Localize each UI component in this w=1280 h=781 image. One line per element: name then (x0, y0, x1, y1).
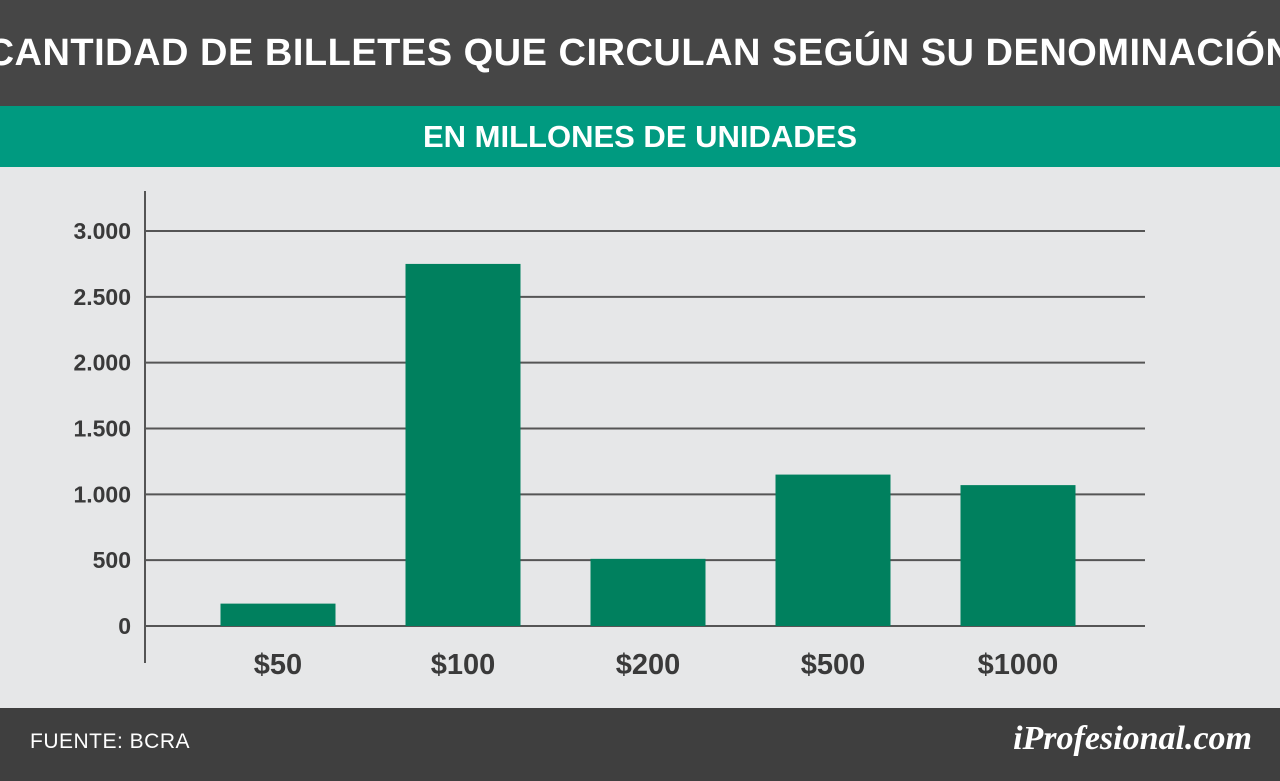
chart-header: CANTIDAD DE BILLETES QUE CIRCULAN SEGÚN … (0, 0, 1280, 106)
x-category-label: $100 (431, 649, 496, 681)
y-tick-label: 0 (118, 613, 131, 639)
footer: FUENTE: BCRA iProfesional.com (0, 708, 1280, 781)
brand-logo: iProfesional.com (1013, 720, 1252, 757)
x-category-label: $500 (801, 649, 866, 681)
y-tick-label: 2.500 (73, 284, 131, 310)
x-category-label: $200 (616, 649, 681, 681)
y-tick-label: 2.000 (73, 350, 131, 376)
bar-chart: 0 500 1.000 1.500 2.000 2.500 3.000 $50 $100 $200… (73, 191, 1145, 681)
chart-title: CANTIDAD DE BILLETES QUE CIRCULAN SEGÚN … (0, 31, 1280, 74)
y-tick-label: 1.500 (73, 416, 131, 442)
y-tick-label: 500 (93, 547, 131, 573)
x-category-label: $1000 (978, 649, 1059, 681)
bar (960, 485, 1076, 626)
bar (775, 474, 891, 626)
chart-subtitle: EN MILLONES DE UNIDADES (422, 118, 858, 154)
source-label: FUENTE: BCRA (30, 730, 191, 753)
chart-area: 0 500 1.000 1.500 2.000 2.500 3.000 $50 $100 $200… (0, 167, 1280, 708)
y-tick-label: 3.000 (73, 218, 131, 244)
bar (220, 603, 336, 626)
bar (590, 558, 706, 626)
bar (405, 263, 521, 626)
x-category-label: $50 (254, 649, 302, 681)
chart-subheader: EN MILLONES DE UNIDADES (0, 106, 1280, 167)
y-tick-label: 1.000 (73, 481, 131, 507)
